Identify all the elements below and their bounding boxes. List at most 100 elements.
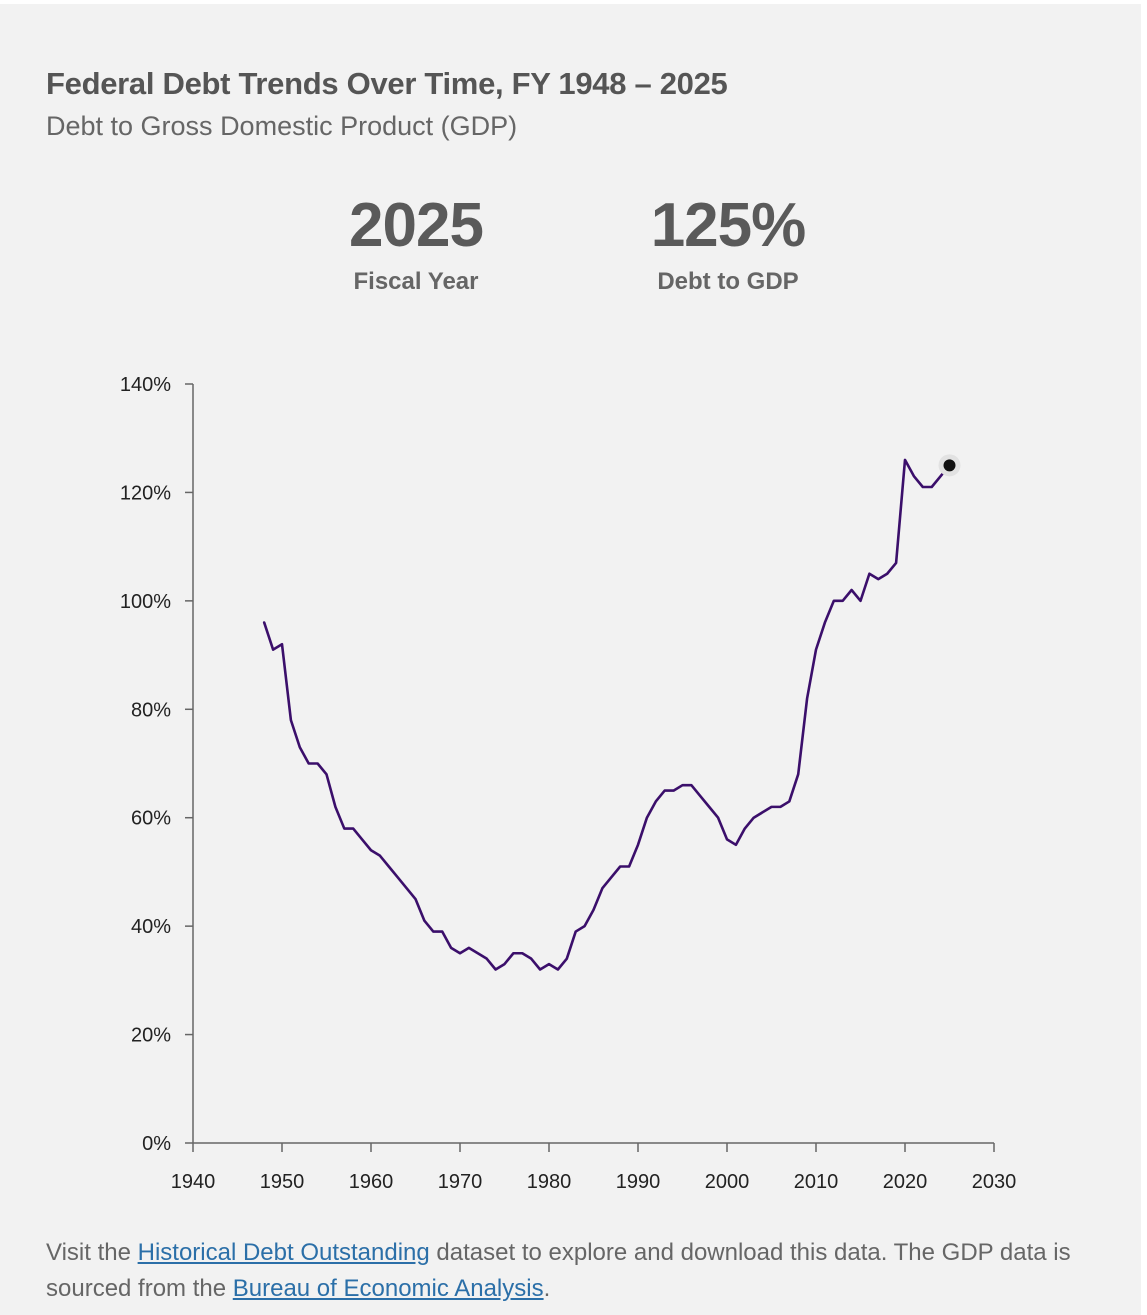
data-point[interactable]: [315, 761, 321, 767]
data-point[interactable]: [413, 896, 419, 902]
data-point[interactable]: [733, 842, 739, 848]
y-tick-label: 40%: [131, 916, 171, 938]
data-point[interactable]: [359, 836, 365, 842]
data-point[interactable]: [680, 782, 686, 788]
data-point[interactable]: [502, 961, 508, 967]
data-point[interactable]: [653, 798, 659, 804]
data-point[interactable]: [929, 484, 935, 490]
data-point[interactable]: [849, 587, 855, 593]
highlight-point[interactable]: [943, 459, 956, 472]
data-point[interactable]: [270, 647, 276, 653]
data-point[interactable]: [902, 457, 908, 463]
data-point[interactable]: [804, 695, 810, 701]
x-tick-label: 2020: [883, 1171, 928, 1193]
data-point[interactable]: [671, 788, 677, 794]
bureau-of-economic-analysis-link[interactable]: Bureau of Economic Analysis: [232, 1275, 544, 1302]
data-point[interactable]: [769, 804, 775, 810]
data-point[interactable]: [261, 620, 267, 626]
data-point[interactable]: [341, 826, 347, 832]
data-point[interactable]: [608, 874, 614, 880]
data-point[interactable]: [306, 761, 312, 767]
x-tick-label: 1990: [616, 1171, 661, 1193]
y-axis: 0% 20% 40% 60% 80% 100% 120% 140%: [120, 374, 194, 1155]
fiscal-year-label: Fiscal Year: [353, 268, 479, 295]
data-point[interactable]: [831, 598, 837, 604]
data-point[interactable]: [404, 885, 410, 891]
data-point[interactable]: [626, 864, 632, 870]
data-point[interactable]: [617, 864, 623, 870]
data-point[interactable]: [573, 929, 579, 935]
data-point[interactable]: [368, 847, 374, 853]
data-point[interactable]: [421, 918, 427, 924]
data-point[interactable]: [493, 967, 499, 973]
data-point[interactable]: [795, 771, 801, 777]
data-point[interactable]: [840, 598, 846, 604]
data-point[interactable]: [475, 950, 481, 956]
data-point[interactable]: [430, 929, 436, 935]
y-tick-label: 0%: [142, 1133, 171, 1155]
data-point[interactable]: [742, 826, 748, 832]
data-point[interactable]: [599, 885, 605, 891]
data-point[interactable]: [591, 907, 597, 913]
data-point[interactable]: [457, 950, 463, 956]
data-point[interactable]: [884, 571, 890, 577]
x-axis: 1940 1950 1960 1970 1980 1990 2000 2010 2020 2030: [171, 1142, 1017, 1193]
data-point[interactable]: [466, 945, 472, 951]
x-tick-label: 2030: [972, 1171, 1017, 1193]
x-tick-label: 1950: [260, 1171, 305, 1193]
debt-to-gdp-value: 125%: [650, 191, 807, 260]
data-point[interactable]: [484, 956, 490, 962]
data-point[interactable]: [288, 717, 294, 723]
data-point[interactable]: [324, 771, 330, 777]
data-point[interactable]: [688, 782, 694, 788]
data-point[interactable]: [555, 967, 561, 973]
data-point[interactable]: [786, 798, 792, 804]
data-point[interactable]: [332, 804, 338, 810]
data-point[interactable]: [582, 923, 588, 929]
data-point[interactable]: [875, 576, 881, 582]
data-point[interactable]: [920, 484, 926, 490]
data-point[interactable]: [706, 804, 712, 810]
data-point[interactable]: [519, 950, 525, 956]
chart-card: Federal Debt Trends Over Time, FY 1948 –…: [0, 4, 1141, 1315]
data-point[interactable]: [866, 571, 872, 577]
data-point[interactable]: [395, 874, 401, 880]
data-point[interactable]: [813, 647, 819, 653]
highlight-layer[interactable]: [938, 454, 961, 477]
data-point[interactable]: [715, 815, 721, 821]
data-point[interactable]: [350, 826, 356, 832]
data-point[interactable]: [822, 620, 828, 626]
data-point[interactable]: [377, 853, 383, 859]
data-point[interactable]: [439, 929, 445, 935]
data-point[interactable]: [858, 598, 864, 604]
data-point[interactable]: [528, 956, 534, 962]
footer-note: Visit the Historical Debt Outstanding da…: [46, 1235, 1106, 1307]
data-point[interactable]: [893, 560, 899, 566]
data-point[interactable]: [751, 815, 757, 821]
x-tick-label: 1980: [527, 1171, 572, 1193]
data-point[interactable]: [697, 793, 703, 799]
footer-text-3: .: [543, 1275, 551, 1302]
y-tick-label: 100%: [120, 591, 171, 613]
data-point[interactable]: [644, 815, 650, 821]
data-point[interactable]: [777, 804, 783, 810]
data-point[interactable]: [546, 961, 552, 967]
data-point[interactable]: [938, 473, 944, 479]
historical-debt-outstanding-link[interactable]: Historical Debt Outstanding: [137, 1239, 430, 1266]
debt-to-gdp-stat: 125% Debt to GDP: [598, 190, 858, 296]
data-point[interactable]: [662, 788, 668, 794]
data-point[interactable]: [279, 641, 285, 647]
data-point[interactable]: [386, 864, 392, 870]
data-point[interactable]: [724, 836, 730, 842]
debt-line-chart[interactable]: 0%20%40%60%80%100%120%140% 1940 1950 1960 1…: [0, 364, 1060, 1224]
data-point[interactable]: [760, 809, 766, 815]
y-tick-label: 20%: [131, 1025, 171, 1047]
y-tick-label: 60%: [131, 808, 171, 830]
data-point[interactable]: [297, 744, 303, 750]
data-point[interactable]: [564, 956, 570, 962]
data-point[interactable]: [537, 967, 543, 973]
data-point[interactable]: [911, 473, 917, 479]
data-point[interactable]: [510, 950, 516, 956]
data-point[interactable]: [448, 945, 454, 951]
data-point[interactable]: [635, 842, 641, 848]
